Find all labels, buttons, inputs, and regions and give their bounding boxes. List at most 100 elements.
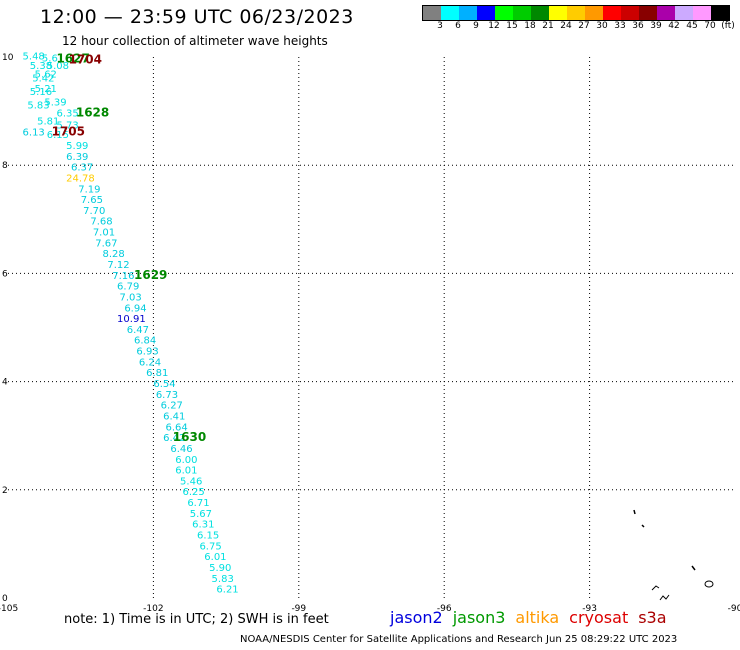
pass-time-label: 1630 bbox=[173, 430, 206, 444]
color-swatch bbox=[693, 6, 711, 20]
wave-height-label: 6.93 bbox=[136, 347, 158, 358]
wave-height-label: 10.91 bbox=[117, 314, 146, 325]
wave-height-label: 5.42 bbox=[32, 73, 54, 84]
wave-height-label: 5.81 bbox=[37, 117, 59, 128]
wave-height-label: 6.01 bbox=[204, 552, 226, 563]
y-tick-label: 8 bbox=[2, 161, 8, 171]
satellite-legend: jason2 jason3 altika cryosat s3a bbox=[390, 608, 677, 627]
color-swatch bbox=[459, 6, 477, 20]
color-swatch bbox=[657, 6, 675, 20]
x-axis-ticks: -105 -102 -99 -96 -93 -90 bbox=[0, 604, 740, 614]
wave-height-label: 5.21 bbox=[35, 84, 57, 95]
color-swatch bbox=[621, 6, 639, 20]
wave-height-label: 5.73 bbox=[56, 120, 78, 131]
color-scale-labels: 3 6 9 12 15 18 21 24 27 30 33 36 39 42 45 70 (ft) bbox=[422, 21, 735, 33]
color-scale-label: (ft) bbox=[721, 21, 735, 31]
wave-height-label: 6.73 bbox=[156, 390, 178, 401]
wave-height-label: 5.90 bbox=[209, 563, 231, 574]
legend-entry-cryosat: cryosat bbox=[569, 608, 629, 627]
wave-height-label: 5.46 bbox=[180, 476, 202, 487]
color-scale-label: 15 bbox=[506, 21, 518, 31]
wave-height-label: 6.54 bbox=[153, 379, 175, 390]
pass-time-label: 1629 bbox=[134, 268, 167, 282]
wave-height-label: 7.01 bbox=[93, 228, 115, 239]
wave-height-label: 24.78 bbox=[66, 173, 95, 184]
page-title: 12:00 — 23:59 UTC 06/23/2023 bbox=[40, 6, 354, 28]
footer-note: note: 1) Time is in UTC; 2) SWH is in fe… bbox=[64, 612, 329, 627]
wave-height-label: 6.81 bbox=[146, 368, 168, 379]
legend-entry-s3a: s3a bbox=[638, 608, 667, 627]
color-scale-label: 30 bbox=[596, 21, 608, 31]
legend-entry-altika: altika bbox=[515, 608, 560, 627]
wave-height-label: 5.67 bbox=[190, 509, 212, 520]
wave-height-label: 5.83 bbox=[212, 574, 234, 585]
wave-height-label: 7.67 bbox=[95, 238, 117, 249]
y-tick-label: 4 bbox=[2, 378, 8, 388]
wave-height-label: 5.6 bbox=[42, 53, 58, 64]
color-scale-label: 24 bbox=[560, 21, 572, 31]
wave-height-label: 6.24 bbox=[139, 357, 161, 368]
legend-entry-jason2: jason2 bbox=[390, 608, 443, 627]
color-swatch bbox=[549, 6, 567, 20]
color-scale-label: 9 bbox=[473, 21, 479, 31]
footer-credit: NOAA/NESDIS Center for Satellite Applica… bbox=[240, 634, 678, 645]
color-swatch bbox=[513, 6, 531, 20]
wave-height-label: 6.46 bbox=[170, 444, 192, 455]
map-grid bbox=[8, 57, 735, 598]
color-swatch bbox=[477, 6, 495, 20]
color-swatch bbox=[567, 6, 585, 20]
color-swatch bbox=[711, 6, 729, 20]
color-swatch bbox=[603, 6, 621, 20]
wave-height-label: 6.79 bbox=[117, 282, 139, 293]
pass-time-label: 1705 bbox=[52, 124, 85, 138]
wave-height-label: 5.83 bbox=[27, 100, 49, 111]
wave-height-label: 6.64 bbox=[166, 422, 188, 433]
wave-height-label: 6.13 bbox=[23, 127, 45, 138]
wave-height-label: 7.12 bbox=[107, 260, 129, 271]
color-scale-label: 36 bbox=[632, 21, 644, 31]
wave-height-label: 6.47 bbox=[127, 325, 149, 336]
y-tick-label: 6 bbox=[2, 269, 8, 279]
wave-height-label: 5.62 bbox=[35, 70, 57, 81]
color-swatch bbox=[441, 6, 459, 20]
color-scale-label: 21 bbox=[542, 21, 554, 31]
color-scale-label: 18 bbox=[524, 21, 536, 31]
color-scale-label: 33 bbox=[614, 21, 626, 31]
page-subtitle: 12 hour collection of altimeter wave hei… bbox=[62, 34, 328, 48]
color-scale-label: 12 bbox=[488, 21, 500, 31]
wave-height-label: 5.38 bbox=[30, 61, 52, 72]
y-axis-ticks: 0 2 4 6 8 10 bbox=[2, 53, 14, 604]
color-scale-label: 3 bbox=[437, 21, 443, 31]
wave-height-label: 6.21 bbox=[216, 585, 238, 596]
color-scale-label: 42 bbox=[668, 21, 680, 31]
pass-time-label: 1704 bbox=[69, 52, 102, 66]
wave-height-label: 7.68 bbox=[90, 217, 112, 228]
color-scale-label: 6 bbox=[455, 21, 461, 31]
wave-height-label: 7.70 bbox=[83, 206, 105, 217]
color-swatch bbox=[423, 6, 441, 20]
wave-height-label: 7.03 bbox=[119, 292, 141, 303]
x-tick-label: -102 bbox=[143, 604, 163, 614]
color-swatch bbox=[639, 6, 657, 20]
wave-height-label: 6.75 bbox=[199, 541, 221, 552]
x-tick-label: -90 bbox=[728, 604, 740, 614]
wave-height-label: 6.84 bbox=[134, 336, 156, 347]
wave-height-label: 5.16 bbox=[30, 87, 52, 98]
wave-height-label: 6.15 bbox=[197, 530, 219, 541]
wave-height-label: 6.15 bbox=[47, 130, 69, 141]
wave-height-label: 6.27 bbox=[161, 401, 183, 412]
wave-height-label: 6.39 bbox=[66, 152, 88, 163]
color-scale-label: 70 bbox=[704, 21, 716, 31]
wave-height-label: 6.94 bbox=[124, 303, 146, 314]
wave-height-label: 5.48 bbox=[23, 52, 45, 63]
wave-height-label: 7.16 bbox=[112, 271, 134, 282]
wave-height-label: 6.25 bbox=[182, 487, 204, 498]
y-tick-label: 0 bbox=[2, 594, 8, 604]
legend-entry-jason3: jason3 bbox=[452, 608, 506, 627]
pass-time-label: 1627 bbox=[56, 51, 89, 65]
color-swatch bbox=[531, 6, 549, 20]
y-tick-label: 2 bbox=[2, 486, 8, 496]
color-swatch bbox=[585, 6, 603, 20]
